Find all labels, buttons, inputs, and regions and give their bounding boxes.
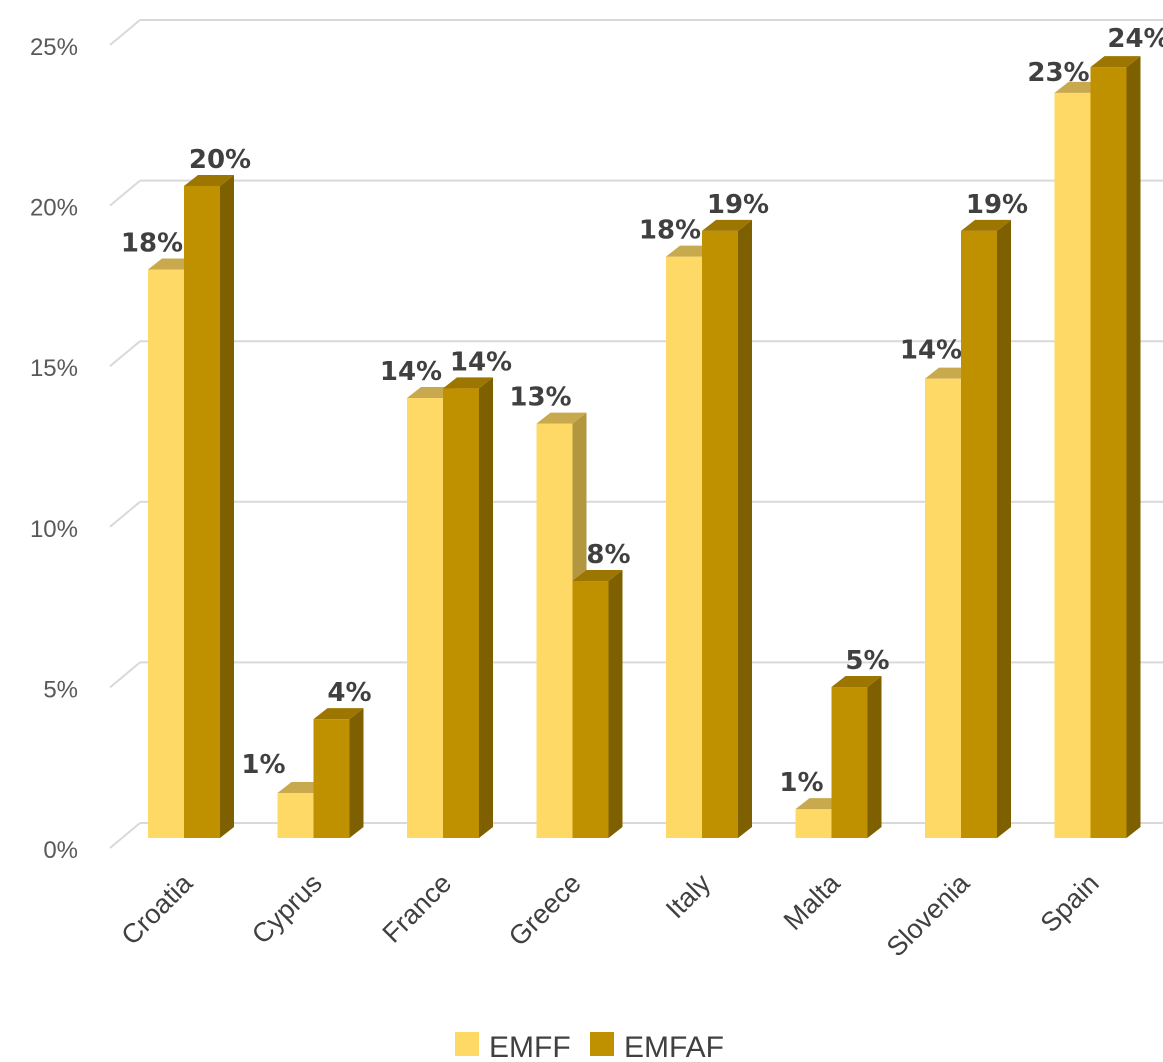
x-tick-label-greece: Greece	[503, 868, 587, 952]
bar-emfaf-croatia	[184, 174, 234, 839]
data-label-emff-slovenia: 14%	[900, 336, 962, 366]
bar-side-face	[479, 377, 493, 838]
legend-swatch	[455, 1032, 479, 1056]
data-label-emff-cyprus: 1%	[241, 750, 285, 780]
bar-top-face	[313, 708, 364, 720]
data-label-emfaf-slovenia: 19%	[966, 190, 1028, 220]
bar-top-face	[1090, 56, 1141, 68]
gridline-diag-20-	[109, 179, 141, 207]
bar-top-face	[184, 174, 234, 186]
x-axis-labels: Croatia Cyprus France Greece Italy Malta Slove…	[115, 867, 1104, 962]
legend-label: EMFAF	[624, 1031, 724, 1062]
data-label-emfaf-greece: 8%	[586, 540, 630, 570]
bar-top-face	[572, 570, 623, 582]
bar-side-face	[738, 219, 752, 838]
legend: EMFF EMFAF	[455, 1031, 724, 1062]
bar-front-face	[277, 793, 314, 838]
data-label-emff-france: 14%	[380, 357, 442, 387]
data-label-emff-italy: 18%	[639, 216, 701, 246]
bar-front-face	[184, 185, 220, 839]
bar-front-face	[961, 230, 997, 838]
x-tick-label-slovenia: Slovenia	[881, 867, 976, 962]
bar-front-face	[1054, 92, 1091, 839]
bar-side-face	[608, 570, 623, 838]
legend-swatch	[590, 1032, 614, 1056]
bar-front-face	[443, 388, 479, 838]
x-tick-label-france: France	[377, 868, 458, 949]
bars	[148, 56, 1141, 839]
bar-front-face	[702, 230, 738, 838]
bar-side-face	[867, 676, 882, 838]
x-tick-label-spain: Spain	[1035, 868, 1105, 938]
bar-front-face	[536, 423, 573, 838]
gridline-diag-5-	[109, 661, 141, 689]
data-label-emfaf-spain: 24%	[1107, 24, 1163, 54]
data-label-emfaf-cyprus: 4%	[327, 678, 371, 708]
bar-emfaf-italy	[702, 219, 752, 838]
bar-side-face	[1126, 56, 1141, 839]
y-tick-label: 15%	[30, 355, 78, 382]
y-tick-label: 20%	[30, 195, 78, 222]
bar-side-face	[220, 174, 234, 839]
gridline-diag-10-	[109, 501, 141, 528]
bar-front-face	[925, 378, 961, 838]
bar-top-face	[536, 412, 587, 424]
bar-front-face	[572, 581, 609, 838]
data-label-emff-spain: 23%	[1027, 58, 1089, 88]
bar-side-face	[997, 219, 1011, 838]
data-label-emfaf-france: 14%	[450, 347, 512, 377]
legend-label: EMFF	[489, 1031, 571, 1062]
x-tick-label-italy: Italy	[660, 868, 717, 925]
x-tick-label-croatia: Croatia	[115, 867, 198, 950]
bar-top-face	[831, 676, 882, 688]
bar-top-face	[443, 377, 493, 389]
y-tick-label: 25%	[30, 34, 78, 61]
bar-front-face	[407, 397, 443, 838]
gridline-diag-0-	[109, 822, 141, 849]
data-label-emfaf-croatia: 20%	[189, 145, 251, 175]
bar-front-face	[148, 269, 184, 838]
bar-emfaf-france	[443, 377, 493, 838]
y-tick-label: 5%	[43, 676, 78, 703]
x-tick-label-malta: Malta	[778, 867, 847, 936]
bar-front-face	[666, 256, 702, 838]
bar-emfaf-malta	[831, 676, 882, 838]
bar-emfaf-slovenia	[961, 219, 1011, 838]
x-tick-label-cyprus: Cyprus	[246, 868, 328, 950]
bar-front-face	[795, 809, 832, 838]
bar-emfaf-spain	[1090, 56, 1141, 839]
gridline-diag-25-	[109, 19, 141, 46]
bar-top-face	[961, 219, 1011, 231]
bar-front-face	[313, 719, 350, 838]
bar-emfaf-greece	[572, 570, 623, 838]
legend-item-emff: EMFF	[455, 1031, 571, 1062]
y-tick-label: 10%	[30, 516, 78, 543]
data-label-emff-malta: 1%	[779, 768, 823, 798]
bar-front-face	[1090, 67, 1127, 839]
data-label-emff-greece: 13%	[509, 383, 571, 413]
data-labels: 18%20%1%4%14% 14%13%8%18%19%1%5%14%19%23%…	[121, 24, 1163, 798]
bar-top-face	[702, 219, 752, 231]
legend-item-emfaf: EMFAF	[590, 1031, 724, 1062]
bar-front-face	[831, 687, 868, 838]
data-label-emfaf-italy: 19%	[707, 190, 769, 220]
y-tick-label: 0%	[43, 837, 78, 864]
bar-emfaf-cyprus	[313, 708, 364, 838]
y-axis-ticks: 0% 5% 10% 15% 20% 25%	[30, 34, 78, 864]
data-label-emff-croatia: 18%	[121, 228, 183, 258]
gridline-diag-15-	[109, 340, 141, 367]
bar-side-face	[349, 708, 364, 838]
data-label-emfaf-malta: 5%	[845, 646, 889, 676]
